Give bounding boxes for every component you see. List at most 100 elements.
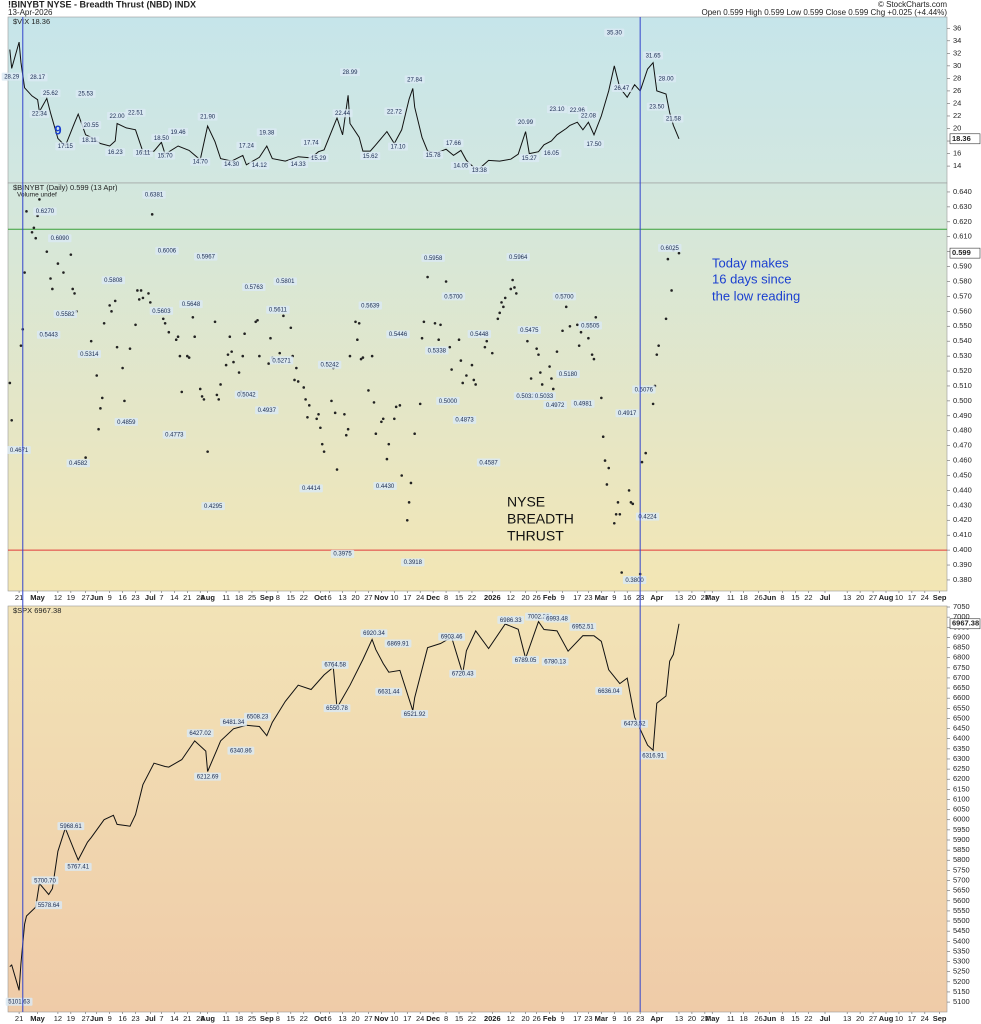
- value-label: 28.17: [30, 75, 46, 81]
- value-label-box: [81, 121, 102, 130]
- x-tick-label: 21: [15, 593, 23, 602]
- x-tick-label: Sep: [260, 593, 274, 602]
- data-dot: [490, 351, 494, 355]
- x-tick-label: 23: [584, 1014, 592, 1023]
- data-dot: [387, 442, 391, 446]
- value-label: 23.50: [649, 104, 665, 110]
- data-dot: [459, 359, 463, 362]
- data-dot: [503, 296, 507, 300]
- data-dot: [568, 324, 572, 328]
- data-dot: [561, 329, 564, 333]
- value-label-box: [595, 686, 623, 695]
- data-dot: [137, 298, 141, 301]
- x-tick-label: 11: [727, 1014, 735, 1023]
- data-dot: [34, 236, 38, 240]
- data-dot: [601, 435, 605, 438]
- x-tick-label: 22: [300, 593, 308, 602]
- y-tick-label: 5800: [953, 855, 970, 864]
- x-tick-label: 12: [54, 1014, 62, 1023]
- value-label-box: [256, 128, 277, 137]
- value-label-box: [384, 107, 405, 116]
- y-tick-label: 0.450: [953, 470, 972, 479]
- data-dot: [539, 371, 542, 374]
- value-label-box: [358, 301, 382, 310]
- value-label-box: [220, 718, 247, 727]
- x-tick-label: 25: [248, 1014, 256, 1023]
- data-dot: [359, 357, 363, 361]
- data-dot: [540, 383, 544, 386]
- data-dot: [319, 426, 322, 430]
- value-label-box: [27, 73, 48, 82]
- x-tick-label: 13: [338, 593, 346, 602]
- data-dot: [295, 366, 298, 370]
- value-label-box: [266, 305, 290, 314]
- value-label-box: [386, 330, 410, 339]
- data-dot: [32, 226, 36, 230]
- data-dot: [605, 483, 609, 486]
- data-dot: [470, 363, 474, 367]
- value-label: 6764.58: [324, 663, 346, 669]
- x-tick-label: 15: [791, 1014, 799, 1023]
- x-tick-label: 22: [804, 1014, 812, 1023]
- value-label-box: [421, 253, 445, 262]
- x-tick-label: 27: [701, 1014, 709, 1023]
- value-label: 0.5314: [80, 352, 99, 358]
- value-label-box: [604, 28, 625, 37]
- value-label: 0.4582: [69, 461, 88, 467]
- value-label: 6427.02: [189, 731, 211, 737]
- header-source: © StockCharts.com: [878, 0, 947, 9]
- value-label-box: [242, 283, 266, 292]
- x-tick-label: Sep: [260, 1014, 274, 1023]
- data-dot: [485, 339, 489, 343]
- value-label: 0.5180: [559, 372, 578, 378]
- y-tick-label: 0.590: [953, 262, 972, 271]
- y-tick-label: 5250: [953, 967, 970, 976]
- value-label-box: [663, 114, 684, 123]
- data-dot: [620, 571, 623, 574]
- y-tick-label: 6200: [953, 774, 970, 783]
- y-tick-label: 0.580: [953, 276, 972, 285]
- data-dot: [163, 321, 167, 325]
- x-tick-label: 14: [170, 1014, 178, 1023]
- y-tick-label: 32: [953, 48, 961, 57]
- value-label: 6720.43: [452, 672, 474, 678]
- x-tick-label: 10: [390, 1014, 398, 1023]
- value-label-box: [583, 140, 604, 149]
- x-tick-label: Mar: [595, 1014, 608, 1023]
- data-dot: [502, 305, 505, 309]
- data-dot: [526, 339, 529, 343]
- data-dot: [228, 335, 232, 339]
- value-label: 0.5958: [424, 256, 443, 262]
- data-dot: [577, 344, 581, 347]
- data-dot: [134, 323, 137, 327]
- data-dot: [306, 415, 309, 419]
- data-dot: [592, 357, 596, 361]
- data-dot: [304, 398, 307, 401]
- count-marker: 9: [54, 122, 61, 137]
- value-label: 0.5964: [509, 255, 528, 261]
- value-label-box: [532, 391, 556, 400]
- data-dot: [99, 407, 102, 410]
- data-dot: [496, 317, 500, 321]
- data-dot: [149, 301, 152, 304]
- value-label-box: [190, 157, 211, 166]
- y-tick-label: 16: [953, 149, 961, 158]
- value-label: 0.5700: [444, 294, 463, 300]
- value-label: 28.00: [659, 76, 675, 82]
- y-tick-label: 6350: [953, 744, 970, 753]
- x-tick-label: 11: [727, 593, 735, 602]
- x-tick-label: 9: [108, 593, 112, 602]
- y-tick-label: 6650: [953, 683, 970, 692]
- data-dot: [550, 377, 553, 380]
- x-tick-label: 24: [416, 593, 424, 602]
- y-tick-label: 5500: [953, 916, 970, 925]
- value-label-box: [35, 901, 63, 910]
- x-tick-label: 17: [908, 1014, 916, 1023]
- value-label-box: [288, 160, 309, 169]
- x-tick-label: 6: [328, 593, 332, 602]
- data-dot: [193, 335, 196, 339]
- data-dot: [433, 321, 437, 325]
- x-tick-label: 22: [468, 593, 476, 602]
- data-dot: [655, 353, 659, 356]
- data-dot: [670, 289, 673, 292]
